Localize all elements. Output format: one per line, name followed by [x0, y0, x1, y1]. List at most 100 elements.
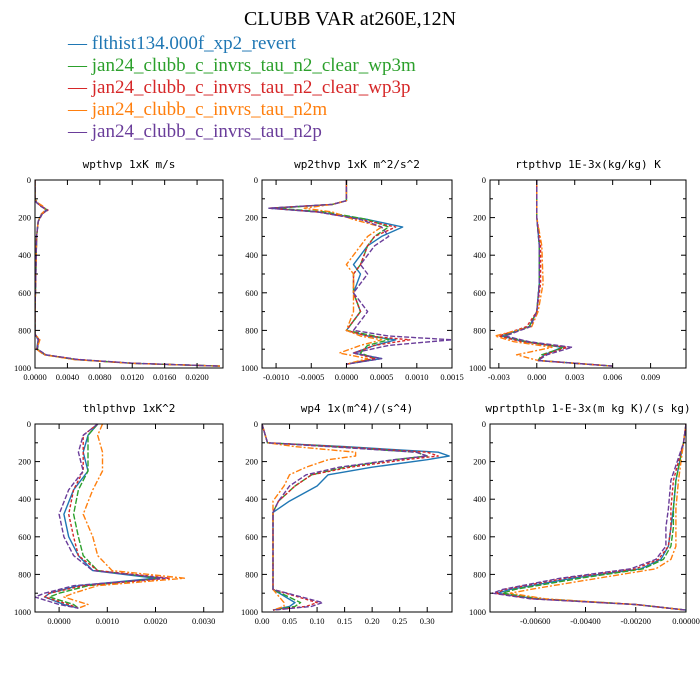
series-group [491, 424, 686, 611]
series-line [494, 180, 613, 367]
plot-frame [489, 423, 687, 613]
y-tick-label: 800 [18, 569, 31, 579]
legend-entry: — jan24_clubb_c_invrs_tau_n2_clear_wp3p [67, 77, 410, 98]
series-line [35, 424, 166, 609]
y-tick-label: 0 [27, 419, 31, 429]
series-line [262, 424, 357, 611]
panel-title: rtpthvp 1E-3x(kg/kg) K [515, 158, 661, 171]
legend-label: flthist134.000f_xp2_revert [92, 33, 297, 54]
x-tick-label: 0.0015 [440, 372, 463, 382]
series-line [35, 180, 220, 367]
y-tick-label: 1000 [14, 363, 31, 373]
y-tick-label: 600 [18, 288, 31, 298]
y-tick-label: 400 [473, 494, 486, 504]
y-tick-label: 1000 [469, 607, 486, 617]
y-tick-label: 0 [482, 419, 486, 429]
y-tick-label: 400 [245, 494, 258, 504]
x-tick-label: 0.15 [337, 616, 352, 626]
panel-title: wp2thvp 1xK m^2/s^2 [294, 158, 420, 171]
figure-title: CLUBB VAR at260E,12N [244, 8, 456, 30]
series-group [35, 424, 186, 609]
series-line [498, 180, 613, 367]
series-line [500, 180, 613, 367]
x-tick-label: 0.0000 [23, 372, 46, 382]
x-tick-label: 0.0040 [56, 372, 79, 382]
x-tick-label: 0.20 [365, 616, 380, 626]
chart-panel: wpthvp 1xK m/s 0.0000 0.0040 0.0080 0.0120 0.… [14, 158, 224, 382]
series-group [494, 180, 613, 367]
series-line [503, 180, 613, 367]
legend-entry: — jan24_clubb_c_invrs_tau_n2_clear_wp3m [67, 55, 416, 76]
y-tick-label: 600 [473, 288, 486, 298]
x-tick-label: 0.000 [527, 372, 546, 382]
series-line [35, 180, 220, 367]
x-tick-label: 0.0080 [88, 372, 111, 382]
y-tick-label: 0 [482, 175, 486, 185]
legend-marker: — [67, 99, 92, 120]
x-tick-label: 0.30 [420, 616, 435, 626]
series-line [268, 180, 452, 365]
x-tick-label: 0.00 [255, 616, 270, 626]
y-tick-label: 200 [245, 457, 258, 467]
y-tick-label: 0 [254, 175, 258, 185]
legend: — flthist134.000f_xp2_revert— jan24_club… [67, 33, 416, 142]
y-tick-label: 600 [473, 532, 486, 542]
series-line [496, 424, 686, 611]
panel-title: wp4 1x(m^4)/(s^4) [301, 402, 414, 415]
series-line [504, 180, 613, 367]
legend-marker: — [67, 33, 92, 54]
x-tick-label: 0.0000 [47, 616, 70, 626]
plot-frame [34, 423, 224, 613]
legend-marker: — [67, 55, 92, 76]
series-line [48, 424, 162, 609]
y-tick-label: 0 [27, 175, 31, 185]
chart-panel: wp4 1x(m^4)/(s^4) 0.00 0.05 0.10 0.15 0.20 0.2… [241, 402, 453, 626]
x-tick-label: 0.0020 [144, 616, 167, 626]
y-tick-label: 200 [18, 457, 31, 467]
panel-title: thlpthvp 1xK^2 [83, 402, 176, 415]
y-tick-label: 200 [473, 213, 486, 223]
y-tick-label: 200 [245, 213, 258, 223]
x-tick-label: 0.006 [603, 372, 622, 382]
plot-frame [34, 179, 224, 369]
chart-panels: wpthvp 1xK m/s0.0000 0.0040 0.0080 0.0120 0.… [14, 158, 700, 626]
chart-panel: rtpthvp 1E-3x(kg/kg) K -0.003 0.000 0.003 0.… [469, 158, 687, 382]
y-tick-label: 800 [473, 325, 486, 335]
x-tick-label: 0.00000 [672, 616, 700, 626]
series-group [35, 180, 220, 367]
series-line [303, 180, 383, 365]
y-tick-label: 800 [473, 569, 486, 579]
x-tick-label: 0.003 [565, 372, 584, 382]
y-tick-label: 1000 [14, 607, 31, 617]
y-tick-label: 1000 [469, 363, 486, 373]
legend-entry: — jan24_clubb_c_invrs_tau_n2m [67, 99, 327, 120]
y-tick-label: 800 [245, 325, 258, 335]
x-tick-label: 0.10 [310, 616, 325, 626]
series-line [35, 180, 220, 367]
series-line [509, 424, 686, 611]
y-tick-label: 0 [254, 419, 258, 429]
legend-entry: — flthist134.000f_xp2_revert [67, 33, 297, 54]
x-tick-label: 0.0200 [185, 372, 208, 382]
x-tick-label: 0.0010 [405, 372, 428, 382]
x-tick-label: 0.25 [392, 616, 407, 626]
y-tick-label: 400 [473, 250, 486, 260]
x-tick-label: 0.009 [641, 372, 660, 382]
x-tick-label: -0.0005 [298, 372, 324, 382]
y-tick-label: 200 [473, 457, 486, 467]
legend-label: jan24_clubb_c_invrs_tau_n2_clear_wp3p [91, 77, 411, 98]
series-group [268, 180, 452, 365]
chart-panel: thlpthvp 1xK^2 0.0000 0.0010 0.0020 0.0030 0 2… [14, 402, 224, 626]
series-line [494, 424, 686, 611]
chart-panel: wp2thvp 1xK m^2/s^2 -0.0010 -0.0005 0.0000 0… [241, 158, 464, 382]
legend-label: jan24_clubb_c_invrs_tau_n2p [91, 121, 322, 142]
series-line [262, 424, 450, 611]
y-tick-label: 600 [245, 532, 258, 542]
series-line [35, 180, 220, 367]
x-tick-label: 0.0160 [153, 372, 176, 382]
series-line [43, 424, 171, 609]
panel-title: wprtpthlp 1-E-3x(m kg K)/(s kg) [485, 402, 690, 415]
x-tick-label: -0.0010 [263, 372, 289, 382]
y-tick-label: 600 [18, 532, 31, 542]
